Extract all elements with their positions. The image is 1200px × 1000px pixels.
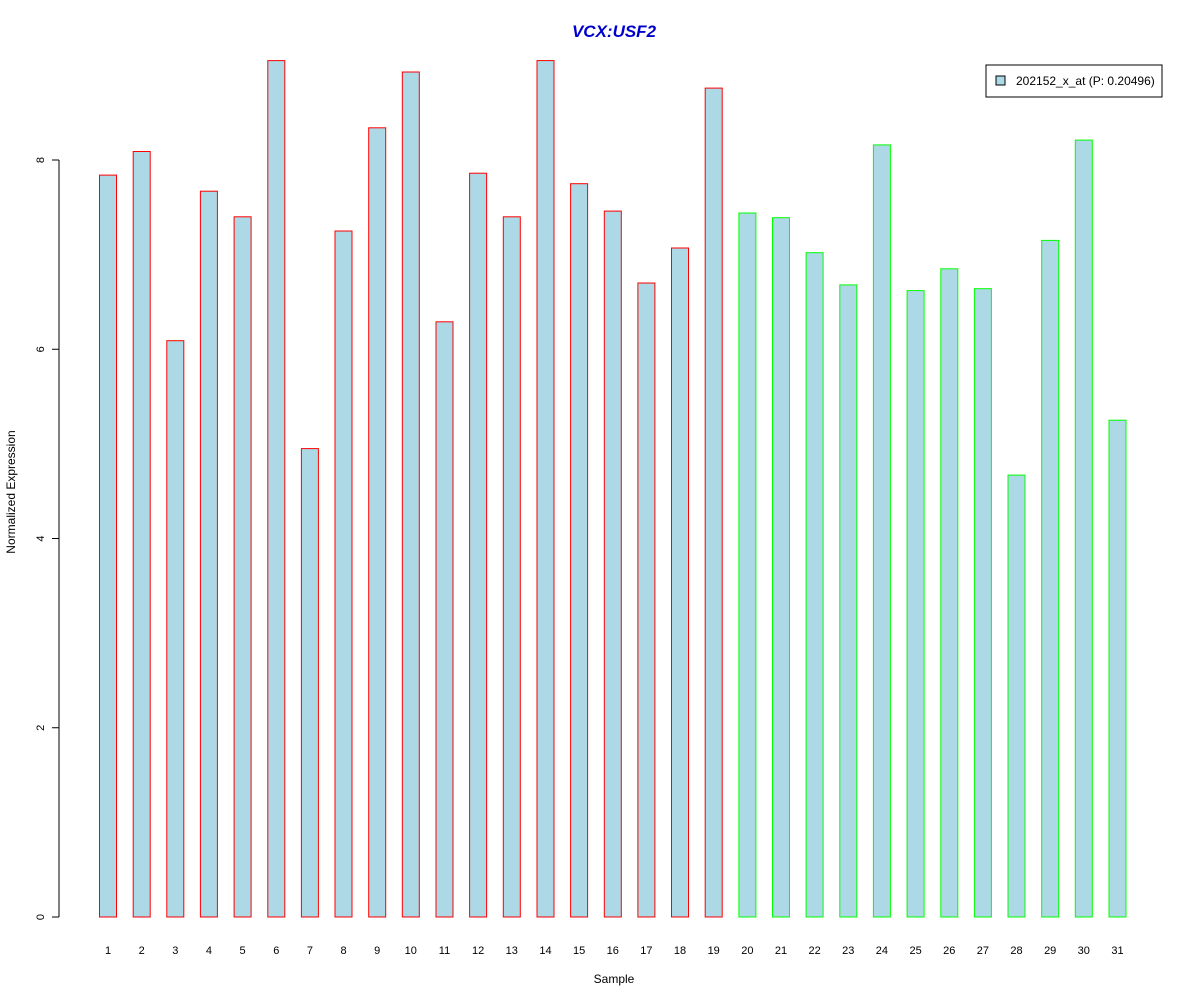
bar-sample-31 <box>1108 419 1127 918</box>
x-tick-label: 23 <box>842 945 854 957</box>
bar-sample-17 <box>637 282 656 918</box>
x-tick-label: 17 <box>640 945 652 957</box>
x-tick-label: 22 <box>808 945 820 957</box>
x-tick-label: 29 <box>1044 945 1056 957</box>
bar-sample-20 <box>738 212 757 918</box>
x-tick-label: 31 <box>1111 945 1123 957</box>
bars <box>99 60 1127 918</box>
chart-title: VCX:USF2 <box>572 22 657 41</box>
bar-sample-27 <box>973 288 992 918</box>
bar-sample-8 <box>334 230 353 918</box>
bar-sample-26 <box>940 268 959 918</box>
bar-sample-25 <box>906 290 925 918</box>
x-axis-title: Sample <box>594 972 635 986</box>
x-tick-label: 7 <box>307 945 313 957</box>
bar-sample-13 <box>502 216 521 918</box>
x-tick-label: 2 <box>139 945 145 957</box>
legend-swatch <box>995 75 1006 86</box>
bar-sample-16 <box>603 210 622 918</box>
x-tick-label: 30 <box>1078 945 1090 957</box>
bar-sample-15 <box>570 183 589 918</box>
x-tick-label: 15 <box>573 945 585 957</box>
bar-sample-7 <box>300 448 319 918</box>
legend: 202152_x_at (P: 0.20496) <box>985 64 1163 98</box>
x-tick-label: 27 <box>977 945 989 957</box>
bar-sample-24 <box>872 144 891 918</box>
bar-sample-23 <box>839 284 858 918</box>
bar-sample-4 <box>199 190 218 918</box>
x-tick-label: 26 <box>943 945 955 957</box>
bar-sample-3 <box>166 340 185 918</box>
y-axis-title: Normalized Expression <box>4 430 18 553</box>
bar-sample-1 <box>99 174 117 918</box>
bar-sample-29 <box>1041 239 1060 918</box>
x-tick-label: 8 <box>340 945 346 957</box>
x-tick-label: 18 <box>674 945 686 957</box>
bar-sample-30 <box>1074 139 1093 918</box>
bar-sample-28 <box>1007 474 1026 918</box>
y-tick-label: 6 <box>35 346 47 352</box>
x-tick-label: 21 <box>775 945 787 957</box>
legend-label: 202152_x_at (P: 0.20496) <box>1016 74 1155 88</box>
bar-sample-22 <box>805 252 824 918</box>
x-tick-label: 14 <box>539 945 551 957</box>
y-tick-label: 2 <box>35 725 47 731</box>
x-tick-label: 24 <box>876 945 888 957</box>
bar-sample-11 <box>435 321 454 918</box>
bar-sample-19 <box>704 87 723 918</box>
x-tick-label: 3 <box>172 945 178 957</box>
x-tick-label: 1 <box>105 945 111 957</box>
y-axis: 0 2 4 6 8 <box>35 157 60 920</box>
x-tick-label: 28 <box>1010 945 1022 957</box>
x-tick-label: 10 <box>405 945 417 957</box>
bar-sample-6 <box>267 60 286 918</box>
x-tick-label: 5 <box>240 945 246 957</box>
bar-sample-12 <box>469 172 488 918</box>
legend-box <box>985 64 1163 98</box>
x-tick-label: 9 <box>374 945 380 957</box>
x-tick-label: 20 <box>741 945 753 957</box>
y-tick-label: 0 <box>35 914 47 920</box>
bar-sample-2 <box>132 151 151 918</box>
bar-sample-18 <box>671 247 689 918</box>
bar-sample-21 <box>772 217 790 918</box>
x-tick-label: 13 <box>506 945 518 957</box>
bar-sample-5 <box>233 216 252 918</box>
x-tick-label: 4 <box>206 945 212 957</box>
x-tick-label: 25 <box>909 945 921 957</box>
bar-sample-9 <box>368 127 387 918</box>
bar-sample-14 <box>536 60 555 918</box>
x-tick-label: 16 <box>607 945 619 957</box>
bar-sample-10 <box>401 71 420 918</box>
x-tick-label: 6 <box>273 945 279 957</box>
x-tick-label: 11 <box>439 945 450 957</box>
y-tick-label: 4 <box>35 535 47 541</box>
x-tick-label: 12 <box>472 945 484 957</box>
x-tick-label: 19 <box>708 945 720 957</box>
y-tick-label: 8 <box>35 157 47 163</box>
x-tick-labels: 1 2 3 4 5 6 7 8 9 10 11 12 13 14 15 16 17 18 19 20 21 22 23 24 2… <box>105 945 1124 957</box>
